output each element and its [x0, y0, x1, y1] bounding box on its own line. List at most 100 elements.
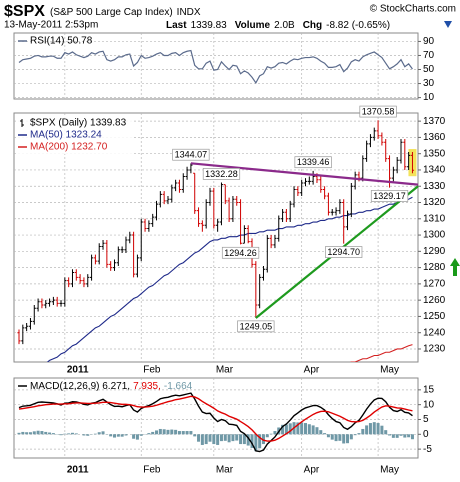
histogram-bar	[74, 433, 78, 435]
ohlc-bar	[303, 178, 308, 187]
y-tick-label: 10	[423, 399, 435, 410]
ohlc-bar	[410, 152, 415, 174]
histogram-bar	[48, 432, 52, 435]
histogram-bar	[158, 428, 162, 435]
ohlc-bar	[174, 179, 178, 192]
histogram-bar	[388, 434, 392, 436]
ohlc-bar	[384, 139, 388, 162]
histogram-bar	[376, 423, 380, 435]
histogram-bar	[261, 434, 265, 445]
ohlc-bar	[254, 261, 258, 318]
annotation: 1294.70	[327, 247, 360, 257]
y-tick-label: 0	[423, 429, 429, 440]
histogram-bar	[109, 434, 113, 437]
ohlc-bar	[28, 318, 33, 330]
legend-swatch	[20, 119, 24, 127]
histogram-bar	[246, 434, 250, 446]
ohlc-bar	[265, 235, 269, 273]
ohlc-bar	[349, 182, 353, 218]
x-tick-label: 2011	[67, 365, 89, 376]
histogram-bar	[399, 434, 403, 436]
annotation-box	[325, 246, 363, 258]
ohlc-bar	[63, 277, 67, 307]
histogram-bar	[319, 430, 323, 435]
histogram-bar	[116, 434, 120, 437]
histogram-bar	[254, 434, 258, 452]
histogram-bar	[288, 423, 292, 435]
histogram-bar	[67, 433, 71, 435]
histogram-bar	[166, 429, 170, 435]
histogram-bar	[273, 431, 277, 435]
ohlc-bar	[105, 239, 109, 268]
side-arrow	[450, 258, 460, 276]
histogram-bar	[223, 434, 227, 441]
ohlc-bar	[300, 179, 304, 196]
y-tick-label: 1250	[423, 311, 446, 322]
y-tick-label: 1320	[423, 197, 446, 208]
ohlc-bar	[89, 254, 94, 281]
ohlc-bar	[223, 184, 227, 205]
ohlc-bar	[101, 239, 105, 250]
x-tick-label: May	[380, 465, 399, 476]
legend-entry: MA(50) 1323.24	[30, 130, 102, 141]
ohlc-bar	[97, 243, 101, 265]
histogram-bar	[300, 422, 304, 435]
histogram-bar	[170, 429, 174, 435]
annotation-box	[172, 148, 210, 161]
ohlc-bar	[361, 155, 365, 182]
histogram-bar	[349, 434, 353, 440]
histogram-bar	[326, 434, 330, 438]
stat-value: 2.0B	[274, 20, 295, 31]
y-tick-label: 5	[423, 414, 429, 425]
stat-value: -8.82 (-0.65%)	[326, 20, 390, 31]
histogram-bar	[235, 434, 239, 441]
ohlc-bar	[40, 298, 44, 309]
histogram-bar	[315, 427, 319, 435]
ohlc-bar	[326, 192, 331, 216]
ohlc-bar	[296, 186, 300, 196]
histogram-bar	[59, 434, 63, 436]
histogram-bar	[219, 434, 223, 442]
ohlc-bar	[273, 235, 277, 249]
y-tick-label: 50	[423, 64, 435, 75]
annotation-box	[221, 246, 260, 259]
ohlc-bar	[82, 277, 86, 288]
histogram-bar	[204, 434, 208, 445]
annotation-box	[202, 168, 241, 180]
histogram-bar	[323, 433, 327, 435]
symbol: $SPX	[4, 3, 45, 20]
histogram-bar	[330, 434, 334, 440]
y-tick-label: 1350	[423, 148, 446, 159]
histogram-bar	[365, 425, 369, 435]
histogram-bar	[353, 434, 357, 436]
ohlc-bar	[258, 274, 262, 309]
histogram-bar	[307, 424, 311, 435]
histogram-bar	[281, 424, 285, 435]
histogram-bar	[265, 434, 269, 438]
histogram-bar	[151, 431, 155, 435]
ohlc-bar	[193, 172, 197, 214]
ohlc-bar	[338, 199, 342, 214]
ohlc-bar	[334, 207, 338, 216]
histogram-bar	[113, 434, 116, 438]
histogram-bar	[93, 433, 97, 435]
y-tick-label: 1360	[423, 132, 446, 143]
legend-box	[16, 116, 134, 154]
ohlc-bar	[59, 300, 63, 307]
legend-entry: $SPX (Daily) 1339.83	[30, 118, 127, 129]
x-tick-label: May	[380, 365, 399, 376]
annotation-box	[294, 156, 332, 169]
histogram-bar	[410, 434, 414, 440]
ohlc-bar	[151, 213, 155, 227]
stats: Last 1339.83 Volume 2.0B Chg -8.82 (-0.65%)	[166, 20, 390, 31]
histogram-bar	[296, 422, 300, 435]
y-tick-label: -5	[423, 444, 432, 455]
y-tick-label: 1300	[423, 230, 446, 241]
y-tick-label: 90	[423, 36, 435, 47]
histogram-bar	[391, 434, 395, 438]
ohlc-bar	[139, 218, 143, 262]
name: (S&P 500 Large Cap Index)	[50, 7, 173, 18]
annotation-box	[359, 105, 397, 118]
y-tick-label: 1370	[423, 116, 446, 127]
